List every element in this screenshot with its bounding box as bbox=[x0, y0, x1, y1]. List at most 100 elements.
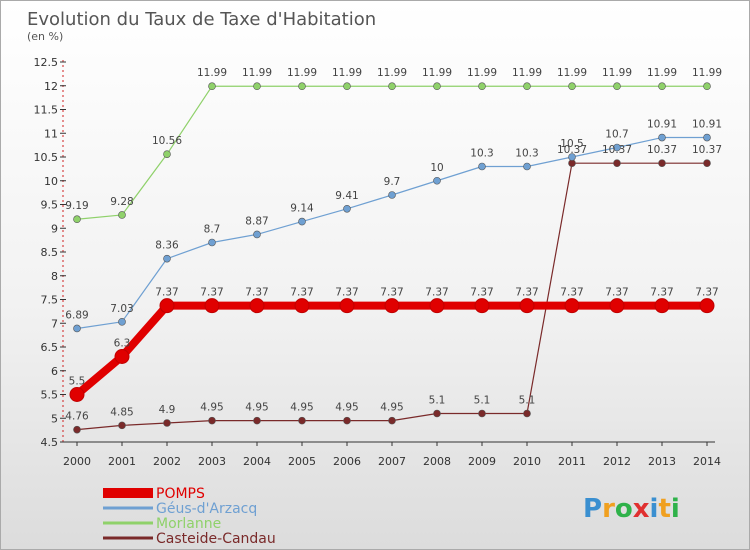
data-label: 7.37 bbox=[200, 287, 223, 299]
data-point bbox=[208, 238, 216, 247]
data-label: 7.37 bbox=[245, 287, 268, 299]
logo-letter: P bbox=[583, 494, 602, 524]
data-point bbox=[249, 298, 265, 314]
data-point bbox=[253, 230, 261, 239]
y-tick-label: 8 bbox=[51, 270, 58, 283]
series-lines bbox=[69, 82, 715, 434]
data-point bbox=[208, 416, 216, 425]
data-point bbox=[519, 298, 535, 314]
data-point bbox=[343, 416, 351, 425]
data-point bbox=[658, 82, 666, 91]
data-label: 7.37 bbox=[335, 287, 358, 299]
logo-letter: i bbox=[650, 494, 659, 524]
data-point bbox=[208, 82, 216, 91]
data-point bbox=[163, 419, 171, 427]
legend-label: Morlanne bbox=[156, 516, 221, 532]
data-point bbox=[433, 82, 441, 91]
data-point bbox=[388, 416, 396, 425]
data-point bbox=[433, 409, 441, 418]
data-point bbox=[253, 416, 261, 425]
logo-letter: r bbox=[602, 494, 615, 524]
data-label: 10.5 bbox=[560, 138, 583, 150]
x-tick-label: 2004 bbox=[243, 455, 271, 468]
axes: 4.5 5 5.5 6 6.5 7 7.5 8 8.5 9 9.5 10 10.5 11 11.5 12 12.… bbox=[34, 56, 722, 468]
x-tick-label: 2012 bbox=[603, 455, 631, 468]
y-tick-label: 12.5 bbox=[34, 56, 59, 69]
data-point bbox=[703, 159, 711, 167]
x-tick-label: 2001 bbox=[108, 455, 136, 468]
data-point bbox=[523, 162, 531, 171]
proxiti-logo: Proxiti bbox=[583, 494, 680, 524]
data-label: 11.99 bbox=[242, 67, 272, 79]
data-point bbox=[118, 211, 126, 219]
data-label: 11.99 bbox=[512, 67, 542, 79]
chart-title: Evolution du Taux de Taxe d'Habitation bbox=[27, 9, 376, 30]
data-point bbox=[343, 204, 351, 213]
data-point bbox=[613, 82, 621, 91]
y-tick-label: 5.5 bbox=[41, 389, 59, 402]
data-point bbox=[298, 217, 306, 226]
data-label: 11.99 bbox=[422, 67, 452, 79]
x-tick-label: 2013 bbox=[648, 455, 676, 468]
logo-letter: o bbox=[615, 494, 633, 524]
data-label: 4.76 bbox=[65, 411, 89, 423]
legend-swatch bbox=[103, 506, 153, 510]
data-point bbox=[159, 298, 175, 314]
data-point bbox=[388, 191, 396, 199]
data-label: 10.56 bbox=[152, 135, 182, 147]
data-label: 4.95 bbox=[290, 402, 313, 414]
data-label: 5.1 bbox=[429, 395, 446, 407]
y-tick-label: 6.5 bbox=[41, 341, 59, 354]
legend-swatch bbox=[103, 536, 153, 540]
data-point bbox=[613, 143, 621, 152]
data-point bbox=[69, 387, 85, 402]
x-tick-label: 2009 bbox=[468, 455, 496, 468]
y-tick-label: 8.5 bbox=[41, 246, 59, 259]
data-label: 10.91 bbox=[647, 119, 677, 131]
data-point bbox=[73, 215, 81, 224]
data-point bbox=[294, 298, 310, 314]
data-label: 11.99 bbox=[332, 67, 362, 79]
data-point bbox=[429, 298, 445, 314]
data-label: 10.37 bbox=[692, 144, 722, 156]
y-tick-label: 10 bbox=[44, 175, 58, 188]
data-point bbox=[654, 298, 670, 314]
data-label: 7.37 bbox=[605, 287, 628, 299]
data-point bbox=[433, 176, 441, 185]
data-label: 4.9 bbox=[159, 404, 176, 416]
x-tick-label: 2006 bbox=[333, 455, 361, 468]
data-label: 7.37 bbox=[290, 287, 313, 299]
data-point bbox=[339, 298, 355, 314]
x-tick-label: 2011 bbox=[558, 455, 586, 468]
data-point bbox=[478, 82, 486, 91]
y-tick-label: 6 bbox=[51, 365, 58, 378]
data-label: 7.37 bbox=[470, 287, 493, 299]
y-tick-label: 7.5 bbox=[41, 294, 59, 307]
data-point bbox=[118, 318, 126, 326]
legend-label: Géus-d'Arzacq bbox=[156, 501, 257, 517]
data-point bbox=[703, 133, 711, 142]
data-label: 7.37 bbox=[155, 287, 178, 299]
data-label: 5.5 bbox=[69, 376, 86, 388]
data-point bbox=[298, 416, 306, 425]
data-point bbox=[204, 298, 220, 314]
y-tick-label: 11 bbox=[44, 127, 58, 140]
data-label: 7.37 bbox=[515, 287, 538, 299]
data-point bbox=[658, 133, 666, 142]
data-point bbox=[163, 150, 171, 158]
chart-subtitle: (en %) bbox=[27, 30, 63, 43]
data-label: 6.89 bbox=[65, 309, 88, 321]
data-label: 10.37 bbox=[557, 144, 587, 156]
data-point bbox=[703, 82, 711, 91]
data-point bbox=[73, 425, 81, 434]
data-label: 6.3 bbox=[114, 338, 131, 350]
y-tick-label: 4.5 bbox=[41, 436, 59, 449]
data-label: 8.87 bbox=[245, 215, 268, 227]
data-label: 7.37 bbox=[560, 287, 583, 299]
data-label: 9.14 bbox=[290, 203, 314, 215]
x-tick-label: 2007 bbox=[378, 455, 406, 468]
legend: POMPSGéus-d'ArzacqMorlanneCasteide-Canda… bbox=[103, 486, 276, 547]
data-label: 7.37 bbox=[695, 287, 718, 299]
